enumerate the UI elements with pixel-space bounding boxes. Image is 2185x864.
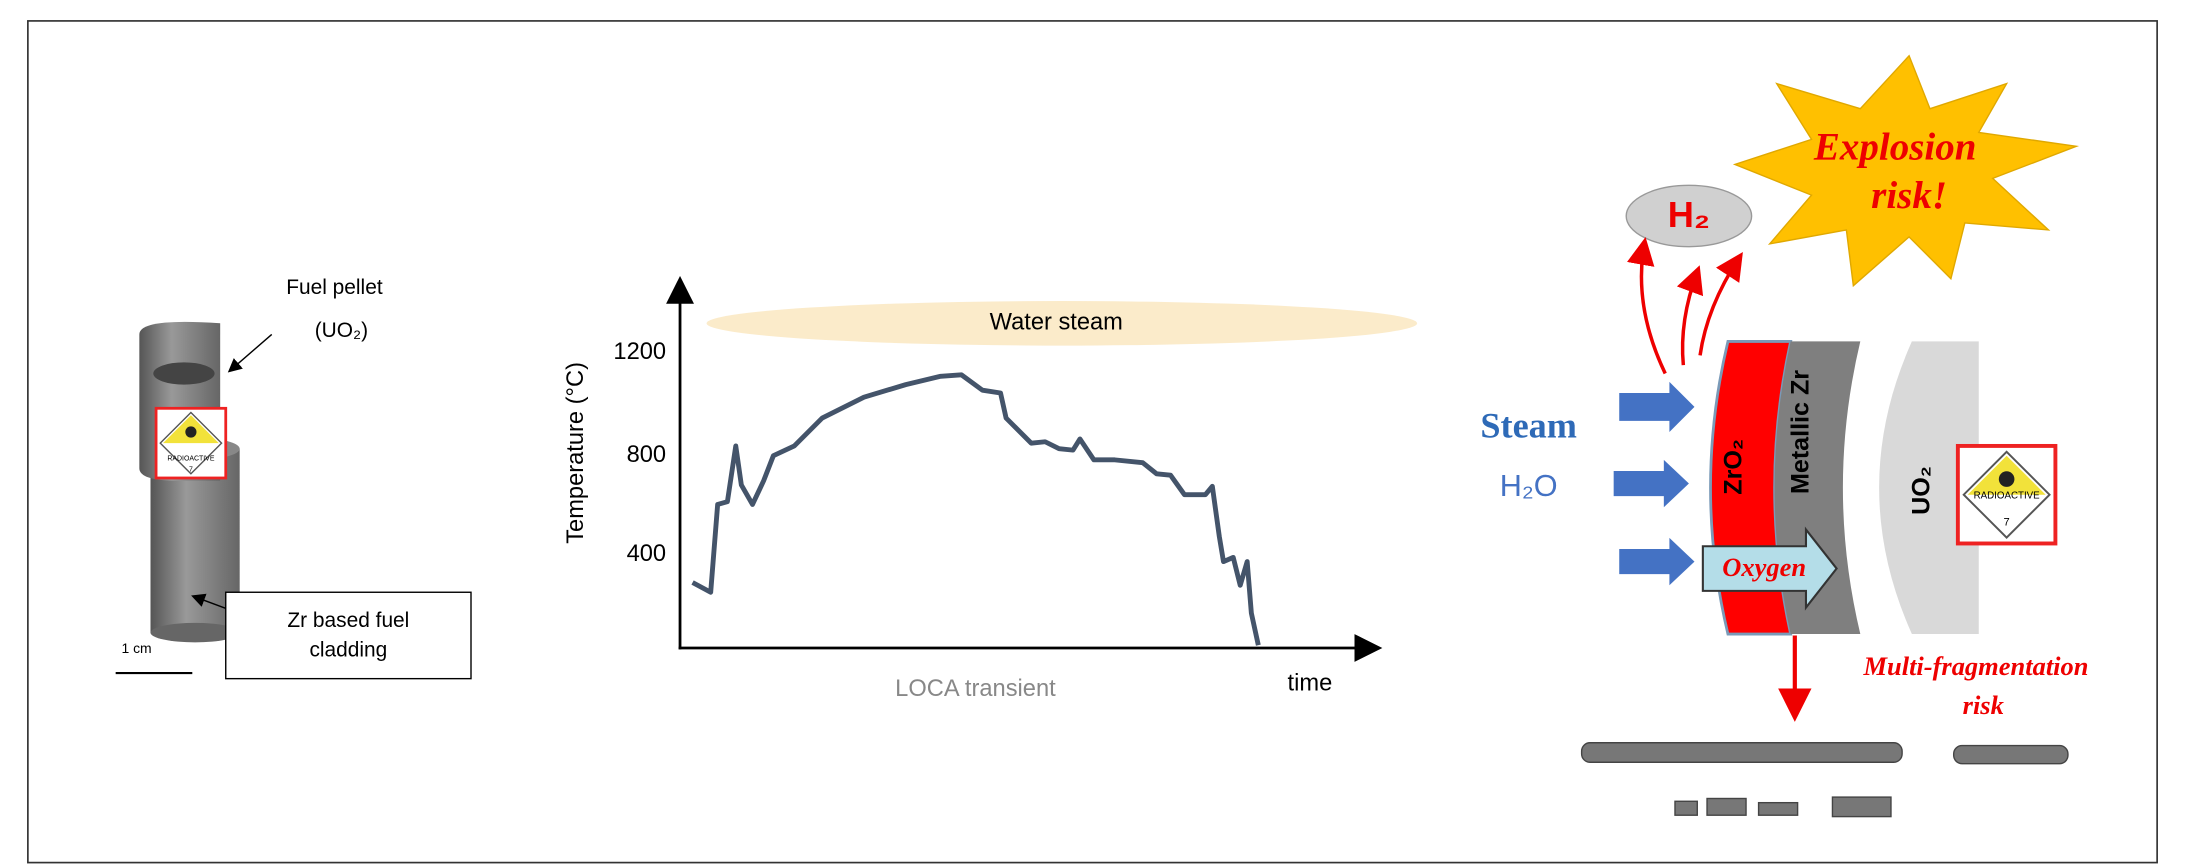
cladding-label: Zr based fuel bbox=[287, 609, 409, 632]
y-tick-label: 800 bbox=[627, 442, 667, 468]
explosion-star bbox=[1732, 54, 2080, 288]
sign-class: 7 bbox=[2004, 517, 2010, 529]
steam-arrows bbox=[1613, 381, 1695, 586]
steam-label: Steam bbox=[1480, 406, 1577, 446]
y-axis-label: Temperature (°C) bbox=[563, 362, 589, 544]
sign-text: RADIOACTIVE bbox=[1974, 491, 2041, 502]
gas-label: H₂ bbox=[1668, 194, 1710, 235]
oxygen-label: Oxygen bbox=[1722, 552, 1806, 582]
caption: LOCA transient bbox=[895, 676, 1056, 702]
x-axis-label: time bbox=[1288, 670, 1333, 696]
h2-cloud bbox=[1625, 184, 1753, 248]
steam-cloud bbox=[706, 301, 1418, 346]
cladding-box bbox=[225, 591, 472, 680]
fuel-rod: RADIOACTIVE 7 bbox=[139, 321, 240, 643]
y-tick-label: 400 bbox=[627, 541, 667, 567]
pellet-arrow bbox=[227, 333, 273, 373]
pellet-formula: (UO₂) bbox=[315, 319, 368, 342]
cladding-label: cladding bbox=[309, 638, 387, 661]
steam-formula: H₂O bbox=[1500, 469, 1558, 503]
layer-label: ZrO₂ bbox=[1720, 439, 1748, 495]
cloud-label: Water steam bbox=[990, 310, 1123, 336]
uo2-layer bbox=[1879, 341, 1979, 635]
fragments bbox=[1580, 742, 2069, 818]
gas-arrows bbox=[1626, 237, 1743, 375]
layer-label: UO₂ bbox=[1908, 466, 1936, 515]
sign-text: RADIOACTIVE bbox=[167, 455, 214, 462]
oxygen-arrow bbox=[1701, 526, 1838, 611]
pellet-label: Fuel pellet bbox=[286, 276, 383, 299]
explosion-label: risk! bbox=[1871, 174, 1947, 217]
scale-label: 1 cm bbox=[121, 640, 151, 656]
fragmentation-label: risk bbox=[1963, 690, 2005, 720]
y-tick-label: 1200 bbox=[613, 339, 666, 365]
temperature-curve bbox=[691, 372, 1261, 646]
sign-class: 7 bbox=[189, 466, 193, 473]
fragmentation-label: Multi-fragmentation bbox=[1862, 651, 2088, 681]
layer-label: Metallic Zr bbox=[1786, 370, 1814, 494]
explosion-label: Explosion bbox=[1813, 125, 1977, 168]
frame bbox=[27, 20, 2158, 864]
